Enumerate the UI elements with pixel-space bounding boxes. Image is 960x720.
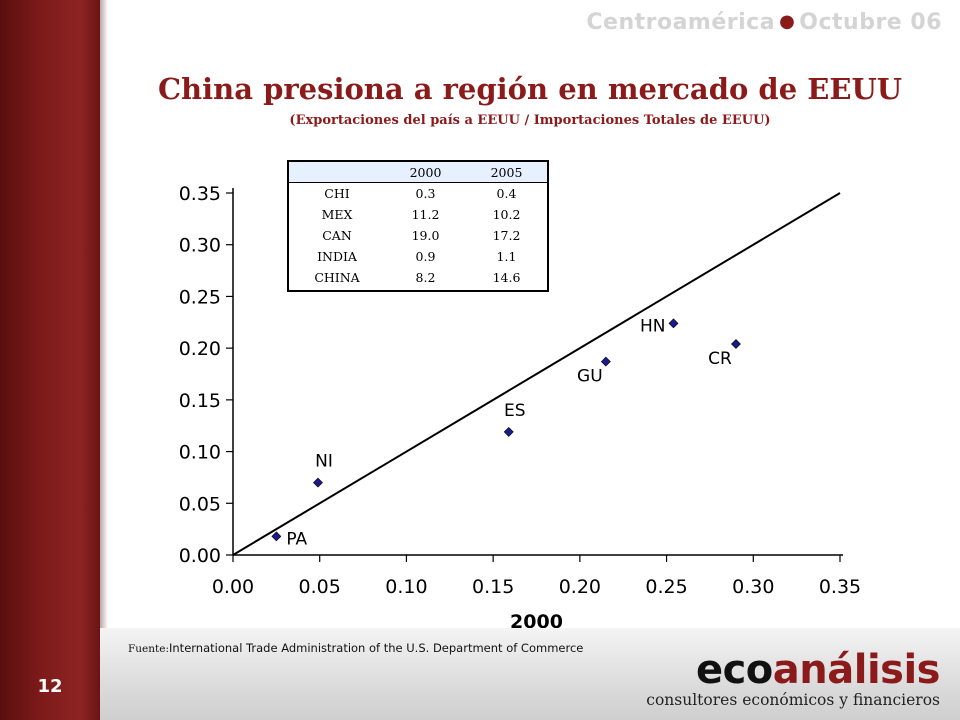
y-tick-label: 0.10 — [179, 442, 221, 464]
slide-title: China presiona a región en mercado de EE… — [157, 72, 903, 106]
scatter-chart: 0.00 0.05 0.10 0.15 0.20 0.25 0.30 0.35 0.00 0.05… — [179, 183, 861, 633]
x-tick-label: 0.30 — [732, 576, 774, 598]
footer-band — [100, 628, 960, 720]
source-text: International Trade Administration of th… — [169, 641, 584, 655]
data-point-gu — [600, 356, 611, 367]
table-cell-country: MEX — [321, 207, 353, 222]
y-tick-label: 0.20 — [179, 338, 221, 360]
y-tick-label: 0.35 — [179, 183, 221, 205]
y-tick-label: 0.05 — [179, 493, 221, 515]
x-tick-label: 0.10 — [385, 576, 427, 598]
table-row: MEX 11.2 10.2 — [289, 204, 547, 225]
header-brand: Centroamérica ● Octubre 06 — [586, 10, 942, 35]
y-tick-label: 0.30 — [179, 235, 221, 257]
table-cell-value: 0.4 — [496, 186, 517, 201]
table-cell-value: 19.0 — [411, 228, 440, 243]
share-table: 2000 2005 CHI 0.3 0.4 MEX 11.2 10.2 CAN … — [287, 160, 549, 292]
point-label-ni: NI — [315, 452, 333, 472]
point-label-hn: HN — [640, 316, 666, 336]
point-label-gu: GU — [577, 367, 603, 387]
data-point-ni — [313, 477, 323, 488]
point-label-cr: CR — [708, 349, 732, 369]
x-tick-label: 0.25 — [645, 576, 687, 598]
source-note: Fuente:International Trade Administratio… — [128, 641, 583, 655]
table-cell-value: 14.6 — [492, 270, 521, 285]
left-bar-shadow — [100, 0, 108, 720]
data-point-cr — [731, 339, 741, 349]
x-tick-label: 0.15 — [472, 576, 514, 598]
table-header-cell — [289, 162, 385, 183]
table-cell-value: 1.1 — [496, 249, 517, 264]
data-point-es — [503, 426, 514, 437]
header-region: Centroamérica — [586, 10, 776, 35]
point-label-es: ES — [504, 401, 526, 421]
table-cell-value: 0.3 — [415, 186, 436, 201]
logo-tagline: consultores económicos y financieros — [646, 691, 940, 709]
ecoanalisis-logo: ecoanálisis consultores económicos y fin… — [646, 650, 940, 709]
table-cell-country: CHINA — [314, 270, 360, 285]
logo-analisis: análisis — [772, 647, 941, 693]
y-tick-label: 0.00 — [179, 545, 221, 567]
table-row: CAN 19.0 17.2 — [289, 225, 547, 246]
table-cell-country: CAN — [322, 228, 352, 243]
slide-subtitle: (Exportaciones del país a EEUU / Importa… — [289, 113, 771, 128]
table-header-cell: 2005 — [466, 162, 547, 183]
x-axis-title: 2000 — [510, 611, 563, 633]
logo-wordmark: ecoanálisis — [646, 647, 941, 693]
y-tick-label: 0.15 — [179, 390, 221, 412]
y-tick-label: 0.25 — [179, 286, 221, 308]
table-cell-value: 17.2 — [492, 228, 521, 243]
table-header-cell: 2000 — [385, 162, 466, 183]
logo-eco: eco — [695, 647, 773, 693]
data-point-pa — [271, 531, 282, 542]
source-label: Fuente: — [128, 643, 169, 655]
table-cell-value: 11.2 — [411, 207, 440, 222]
left-decorative-bar — [0, 0, 100, 720]
page-number: 12 — [37, 676, 63, 697]
table-cell-value: 8.2 — [415, 270, 436, 285]
table-cell-country: CHI — [324, 186, 350, 201]
data-point-hn — [668, 318, 679, 329]
header-date: Octubre 06 — [799, 10, 942, 35]
table-row: CHI 0.3 0.4 — [289, 183, 547, 205]
bullet-dot-icon: ● — [779, 11, 796, 32]
x-tick-label: 0.00 — [212, 576, 254, 598]
point-label-pa: PA — [286, 529, 307, 549]
table-cell-country: INDIA — [317, 249, 357, 264]
table-header-row: 2000 2005 — [289, 162, 547, 183]
x-tick-label: 0.05 — [299, 576, 341, 598]
table-row: INDIA 0.9 1.1 — [289, 246, 547, 267]
table-cell-value: 0.9 — [415, 249, 436, 264]
table-row: CHINA 8.2 14.6 — [289, 267, 547, 288]
x-tick-label: 0.20 — [559, 576, 601, 598]
x-tick-label: 0.35 — [819, 576, 861, 598]
reference-line-45deg — [232, 192, 841, 556]
table-cell-value: 10.2 — [492, 207, 521, 222]
